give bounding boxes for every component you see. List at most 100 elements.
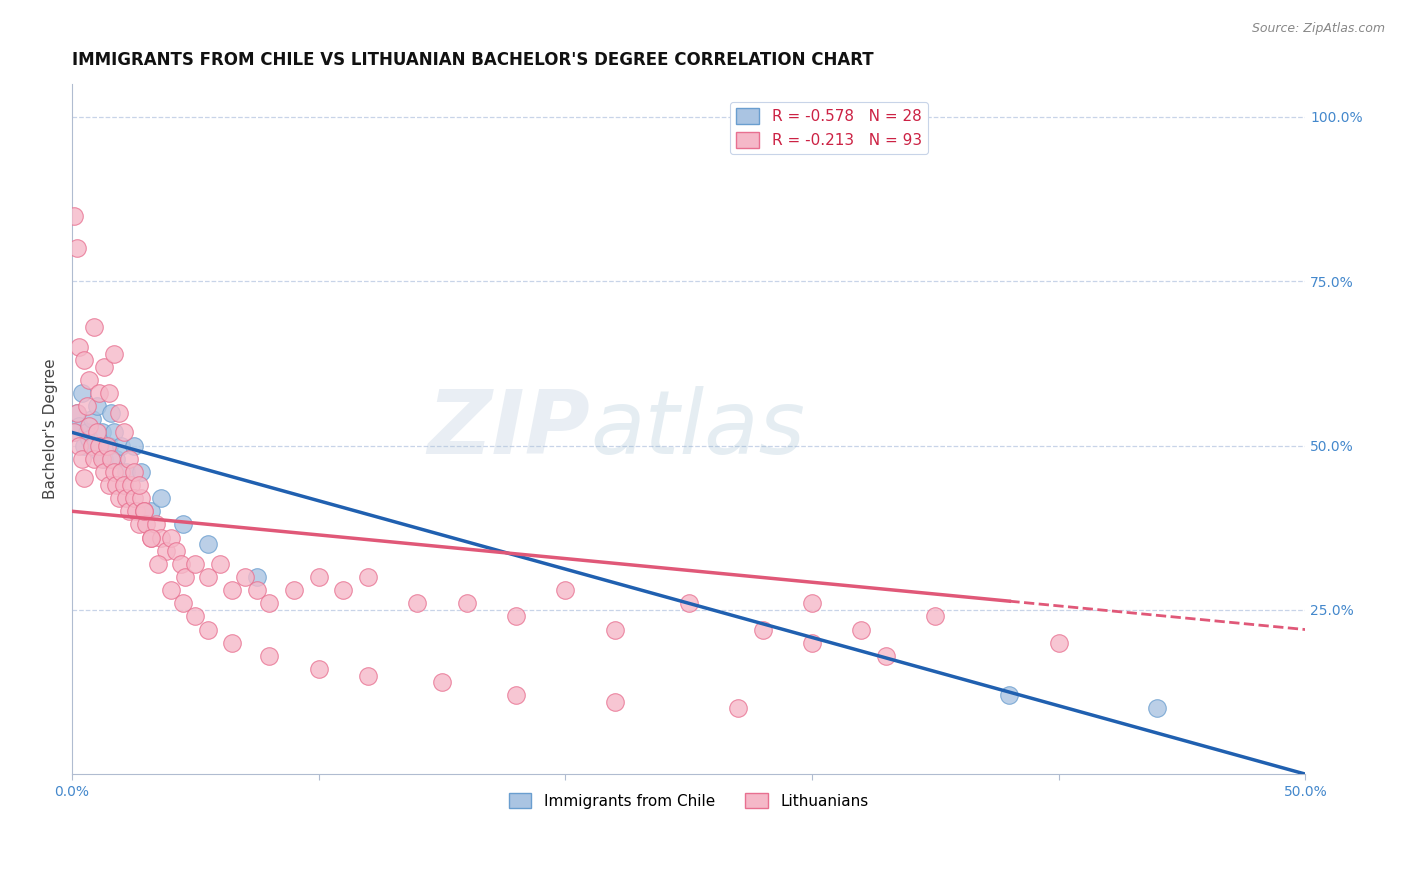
Point [98, 478, 121, 492]
Point [357, 570, 380, 584]
Point [115, 491, 138, 505]
Point [603, 623, 626, 637]
Point [132, 504, 155, 518]
Point [100, 406, 122, 420]
Point [115, 465, 138, 479]
Point [63, 425, 86, 440]
Point [105, 451, 128, 466]
Point [727, 701, 749, 715]
Point [66, 241, 89, 255]
Point [246, 583, 269, 598]
Point [110, 438, 132, 452]
Point [1047, 636, 1070, 650]
Point [184, 609, 207, 624]
Point [89, 445, 111, 459]
Point [221, 583, 243, 598]
Point [110, 465, 132, 479]
Point [73, 353, 96, 368]
Point [93, 451, 115, 466]
Y-axis label: Bachelor's Degree: Bachelor's Degree [44, 359, 58, 500]
Point [105, 478, 128, 492]
Point [70, 386, 93, 401]
Point [283, 583, 305, 598]
Point [73, 438, 96, 452]
Point [112, 425, 135, 440]
Point [357, 668, 380, 682]
Point [98, 386, 121, 401]
Point [184, 557, 207, 571]
Point [93, 359, 115, 374]
Point [120, 478, 142, 492]
Point [86, 399, 108, 413]
Point [174, 570, 197, 584]
Point [125, 504, 148, 518]
Point [308, 662, 330, 676]
Point [129, 491, 152, 505]
Point [128, 478, 150, 492]
Point [63, 209, 86, 223]
Point [197, 537, 219, 551]
Point [89, 438, 111, 452]
Point [603, 695, 626, 709]
Point [172, 517, 194, 532]
Point [67, 418, 90, 433]
Point [70, 451, 93, 466]
Point [90, 425, 112, 440]
Point [86, 425, 108, 440]
Point [67, 340, 90, 354]
Point [103, 465, 125, 479]
Point [875, 648, 897, 663]
Point [155, 543, 177, 558]
Point [122, 491, 145, 505]
Point [149, 491, 172, 505]
Point [145, 517, 167, 532]
Point [221, 636, 243, 650]
Point [1146, 701, 1168, 715]
Point [172, 596, 194, 610]
Point [93, 465, 115, 479]
Point [159, 531, 181, 545]
Point [76, 425, 98, 440]
Point [122, 438, 145, 452]
Point [77, 432, 100, 446]
Point [89, 386, 111, 401]
Point [66, 406, 89, 420]
Point [505, 688, 527, 702]
Point [67, 438, 90, 452]
Point [132, 504, 155, 518]
Point [103, 346, 125, 360]
Point [197, 570, 219, 584]
Point [169, 557, 191, 571]
Point [73, 471, 96, 485]
Point [100, 451, 122, 466]
Point [139, 504, 162, 518]
Point [197, 623, 219, 637]
Point [139, 531, 162, 545]
Point [801, 636, 824, 650]
Point [505, 609, 527, 624]
Legend: Immigrants from Chile, Lithuanians: Immigrants from Chile, Lithuanians [502, 787, 875, 814]
Point [259, 596, 281, 610]
Text: ZIP: ZIP [427, 385, 591, 473]
Point [77, 418, 100, 433]
Point [148, 557, 170, 571]
Point [66, 406, 89, 420]
Point [678, 596, 700, 610]
Point [135, 517, 157, 532]
Point [83, 451, 105, 466]
Point [108, 406, 131, 420]
Point [129, 465, 152, 479]
Point [80, 438, 103, 452]
Point [112, 478, 135, 492]
Point [139, 531, 162, 545]
Point [118, 504, 141, 518]
Point [456, 596, 478, 610]
Point [308, 570, 330, 584]
Point [924, 609, 946, 624]
Point [165, 543, 187, 558]
Text: IMMIGRANTS FROM CHILE VS LITHUANIAN BACHELOR'S DEGREE CORRELATION CHART: IMMIGRANTS FROM CHILE VS LITHUANIAN BACH… [72, 51, 873, 69]
Point [751, 623, 773, 637]
Point [122, 465, 145, 479]
Point [96, 438, 118, 452]
Point [108, 491, 131, 505]
